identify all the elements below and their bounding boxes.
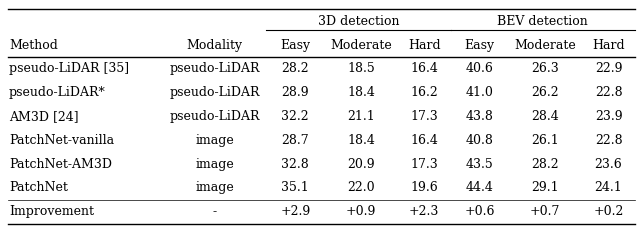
Text: 17.3: 17.3	[410, 158, 438, 171]
Text: +0.2: +0.2	[593, 205, 624, 218]
Text: 44.4: 44.4	[465, 182, 493, 195]
Text: 28.2: 28.2	[531, 158, 559, 171]
Text: +0.7: +0.7	[530, 205, 561, 218]
Text: 29.1: 29.1	[531, 182, 559, 195]
Text: 22.9: 22.9	[595, 62, 622, 75]
Text: image: image	[195, 134, 234, 147]
Text: 28.4: 28.4	[531, 110, 559, 123]
Text: pseudo-LiDAR [35]: pseudo-LiDAR [35]	[9, 62, 129, 75]
Text: 26.3: 26.3	[531, 62, 559, 75]
Text: image: image	[195, 158, 234, 171]
Text: 18.4: 18.4	[347, 134, 375, 147]
Text: pseudo-LiDAR: pseudo-LiDAR	[169, 110, 260, 123]
Text: 20.9: 20.9	[347, 158, 375, 171]
Text: PatchNet-AM3D: PatchNet-AM3D	[9, 158, 112, 171]
Text: Moderate: Moderate	[330, 38, 392, 51]
Text: 28.2: 28.2	[282, 62, 309, 75]
Text: 28.7: 28.7	[282, 134, 309, 147]
Text: 26.2: 26.2	[531, 86, 559, 99]
Text: 18.5: 18.5	[347, 62, 375, 75]
Text: 22.0: 22.0	[347, 182, 375, 195]
Text: Improvement: Improvement	[9, 205, 94, 218]
Text: BEV detection: BEV detection	[497, 15, 588, 28]
Text: 16.4: 16.4	[410, 62, 438, 75]
Text: Modality: Modality	[186, 38, 243, 51]
Text: 24.1: 24.1	[595, 182, 622, 195]
Text: Moderate: Moderate	[515, 38, 576, 51]
Text: 19.6: 19.6	[410, 182, 438, 195]
Text: pseudo-LiDAR: pseudo-LiDAR	[169, 62, 260, 75]
Text: image: image	[195, 182, 234, 195]
Text: -: -	[212, 205, 216, 218]
Text: 22.8: 22.8	[595, 86, 622, 99]
Text: 16.2: 16.2	[410, 86, 438, 99]
Text: PatchNet: PatchNet	[9, 182, 68, 195]
Text: 23.9: 23.9	[595, 110, 622, 123]
Text: 21.1: 21.1	[347, 110, 375, 123]
Text: 43.8: 43.8	[465, 110, 493, 123]
Text: 23.6: 23.6	[595, 158, 622, 171]
Text: +0.6: +0.6	[464, 205, 495, 218]
Text: 43.5: 43.5	[466, 158, 493, 171]
Text: PatchNet-vanilla: PatchNet-vanilla	[9, 134, 114, 147]
Text: AM3D [24]: AM3D [24]	[9, 110, 79, 123]
Text: 16.4: 16.4	[410, 134, 438, 147]
Text: 22.8: 22.8	[595, 134, 622, 147]
Text: 32.2: 32.2	[282, 110, 309, 123]
Text: 18.4: 18.4	[347, 86, 375, 99]
Text: 26.1: 26.1	[531, 134, 559, 147]
Text: 17.3: 17.3	[410, 110, 438, 123]
Text: Easy: Easy	[280, 38, 310, 51]
Text: Easy: Easy	[465, 38, 495, 51]
Text: 3D detection: 3D detection	[318, 15, 399, 28]
Text: +2.3: +2.3	[409, 205, 440, 218]
Text: 28.9: 28.9	[282, 86, 309, 99]
Text: 35.1: 35.1	[282, 182, 309, 195]
Text: +2.9: +2.9	[280, 205, 310, 218]
Text: Hard: Hard	[408, 38, 440, 51]
Text: 41.0: 41.0	[465, 86, 493, 99]
Text: Method: Method	[9, 38, 58, 51]
Text: Hard: Hard	[592, 38, 625, 51]
Text: pseudo-LiDAR*: pseudo-LiDAR*	[9, 86, 106, 99]
Text: 40.6: 40.6	[465, 62, 493, 75]
Text: 40.8: 40.8	[465, 134, 493, 147]
Text: +0.9: +0.9	[346, 205, 376, 218]
Text: 32.8: 32.8	[282, 158, 309, 171]
Text: pseudo-LiDAR: pseudo-LiDAR	[169, 86, 260, 99]
